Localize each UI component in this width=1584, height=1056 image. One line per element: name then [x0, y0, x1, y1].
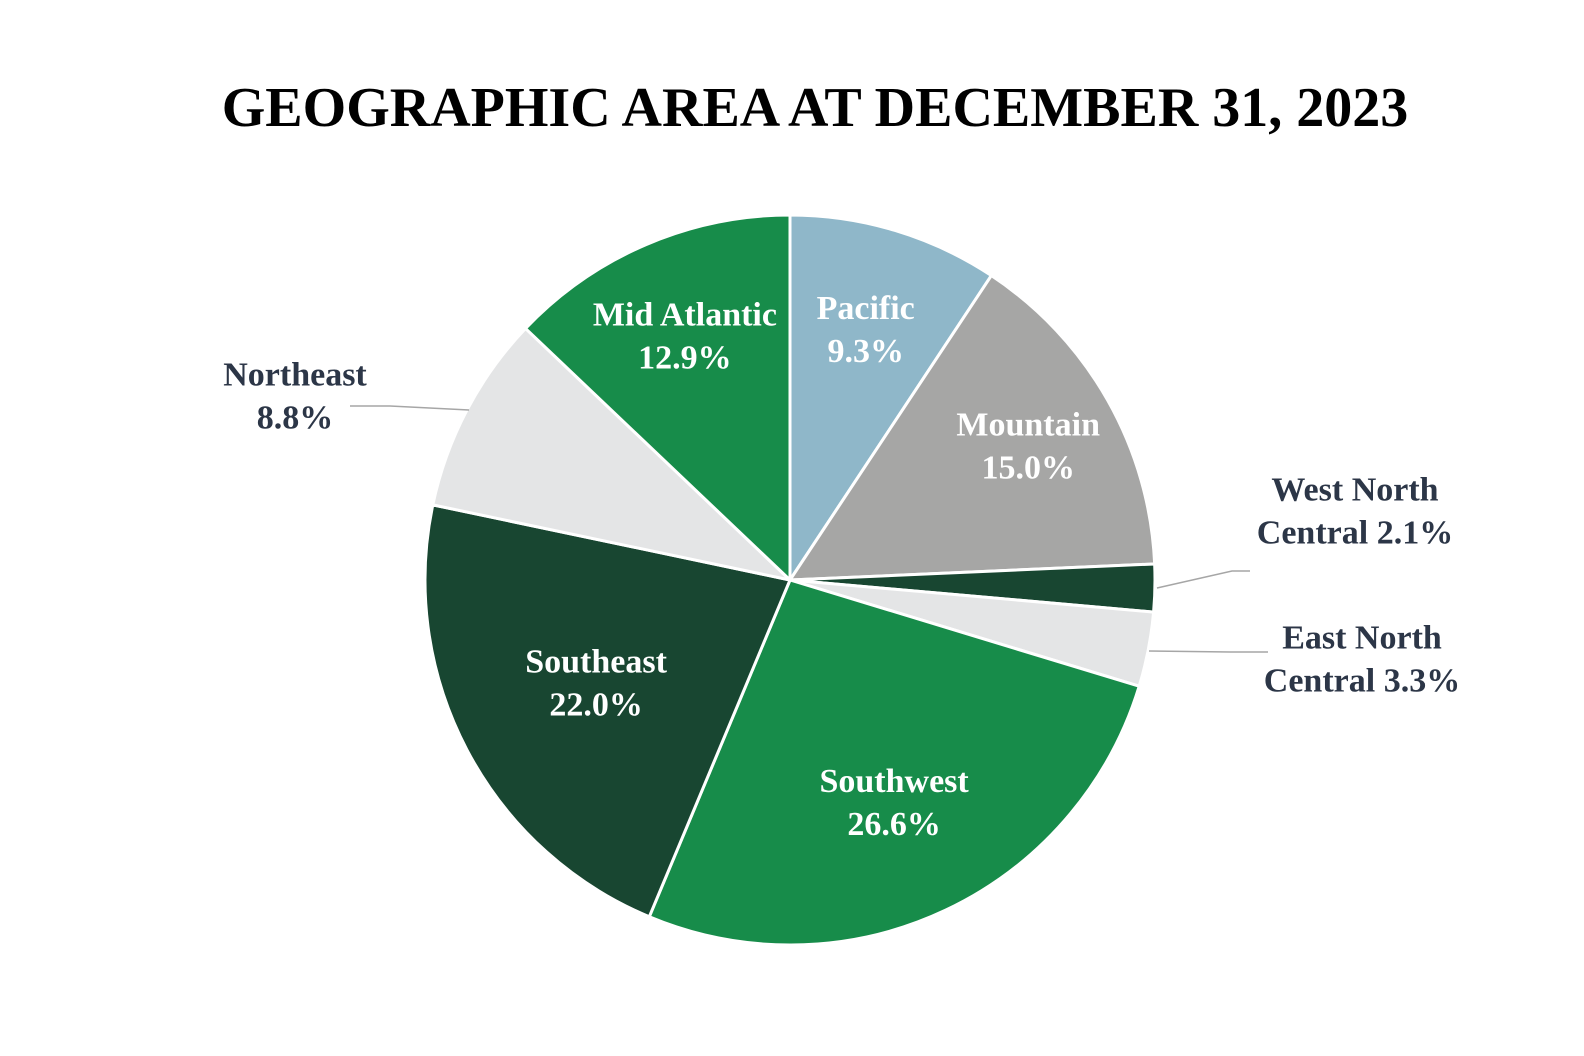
slice-label-southwest: Southwest 26.6% — [819, 763, 969, 843]
slice-label-northeast: Northeast 8.8% — [223, 357, 367, 437]
slice-label-value: 8.8% — [257, 400, 334, 437]
chart-title: GEOGRAPHIC AREA AT DECEMBER 31, 2023 — [222, 77, 1409, 139]
leader-line-northeast — [350, 405, 470, 411]
slice-mountain — [788, 274, 1157, 582]
slice-label-value: 22.0% — [549, 686, 643, 723]
leader-line-east-north-central — [1148, 650, 1268, 653]
slice-label-name: Mountain — [956, 407, 1100, 444]
slice-southwest — [647, 578, 1141, 947]
slice-label-pacific: Pacific 9.3% — [817, 290, 915, 370]
slice-label-value: Central 3.3% — [1264, 663, 1460, 700]
leader-lines — [350, 405, 1268, 653]
slice-label-name: Southwest — [819, 763, 969, 800]
slice-label-value: 12.9% — [638, 340, 732, 377]
slice-label-name: West North — [1271, 472, 1438, 509]
slice-label-value: 26.6% — [847, 806, 941, 843]
slice-label-name: Pacific — [817, 290, 915, 327]
slice-label-name: Mid Atlantic — [593, 297, 777, 334]
slice-label-value: 9.3% — [827, 333, 904, 370]
slice-label-value: Central 2.1% — [1257, 515, 1453, 552]
slice-label-west-north-central: West North Central 2.1% — [1257, 472, 1453, 552]
leader-line-west-north-central — [1156, 570, 1250, 589]
slice-pacific — [788, 213, 993, 582]
slice-label-name: East North — [1282, 620, 1442, 657]
slice-label-value: 15.0% — [981, 450, 1075, 487]
pie-slices — [423, 213, 1157, 947]
slice-southeast — [423, 503, 792, 919]
slice-label-southeast: Southeast 22.0% — [525, 643, 667, 723]
slice-label-name: Southeast — [525, 643, 667, 680]
slice-label-mountain: Mountain 15.0% — [956, 407, 1100, 487]
slice-label-east-north-central: East North Central 3.3% — [1264, 620, 1460, 700]
slice-labels: Pacific 9.3% Mountain 15.0% West North Centra… — [223, 290, 1460, 843]
slice-label-mid-atlantic: Mid Atlantic 12.9% — [593, 297, 777, 377]
slice-label-name: Northeast — [223, 357, 367, 394]
slice-mid-atlantic — [524, 213, 792, 582]
